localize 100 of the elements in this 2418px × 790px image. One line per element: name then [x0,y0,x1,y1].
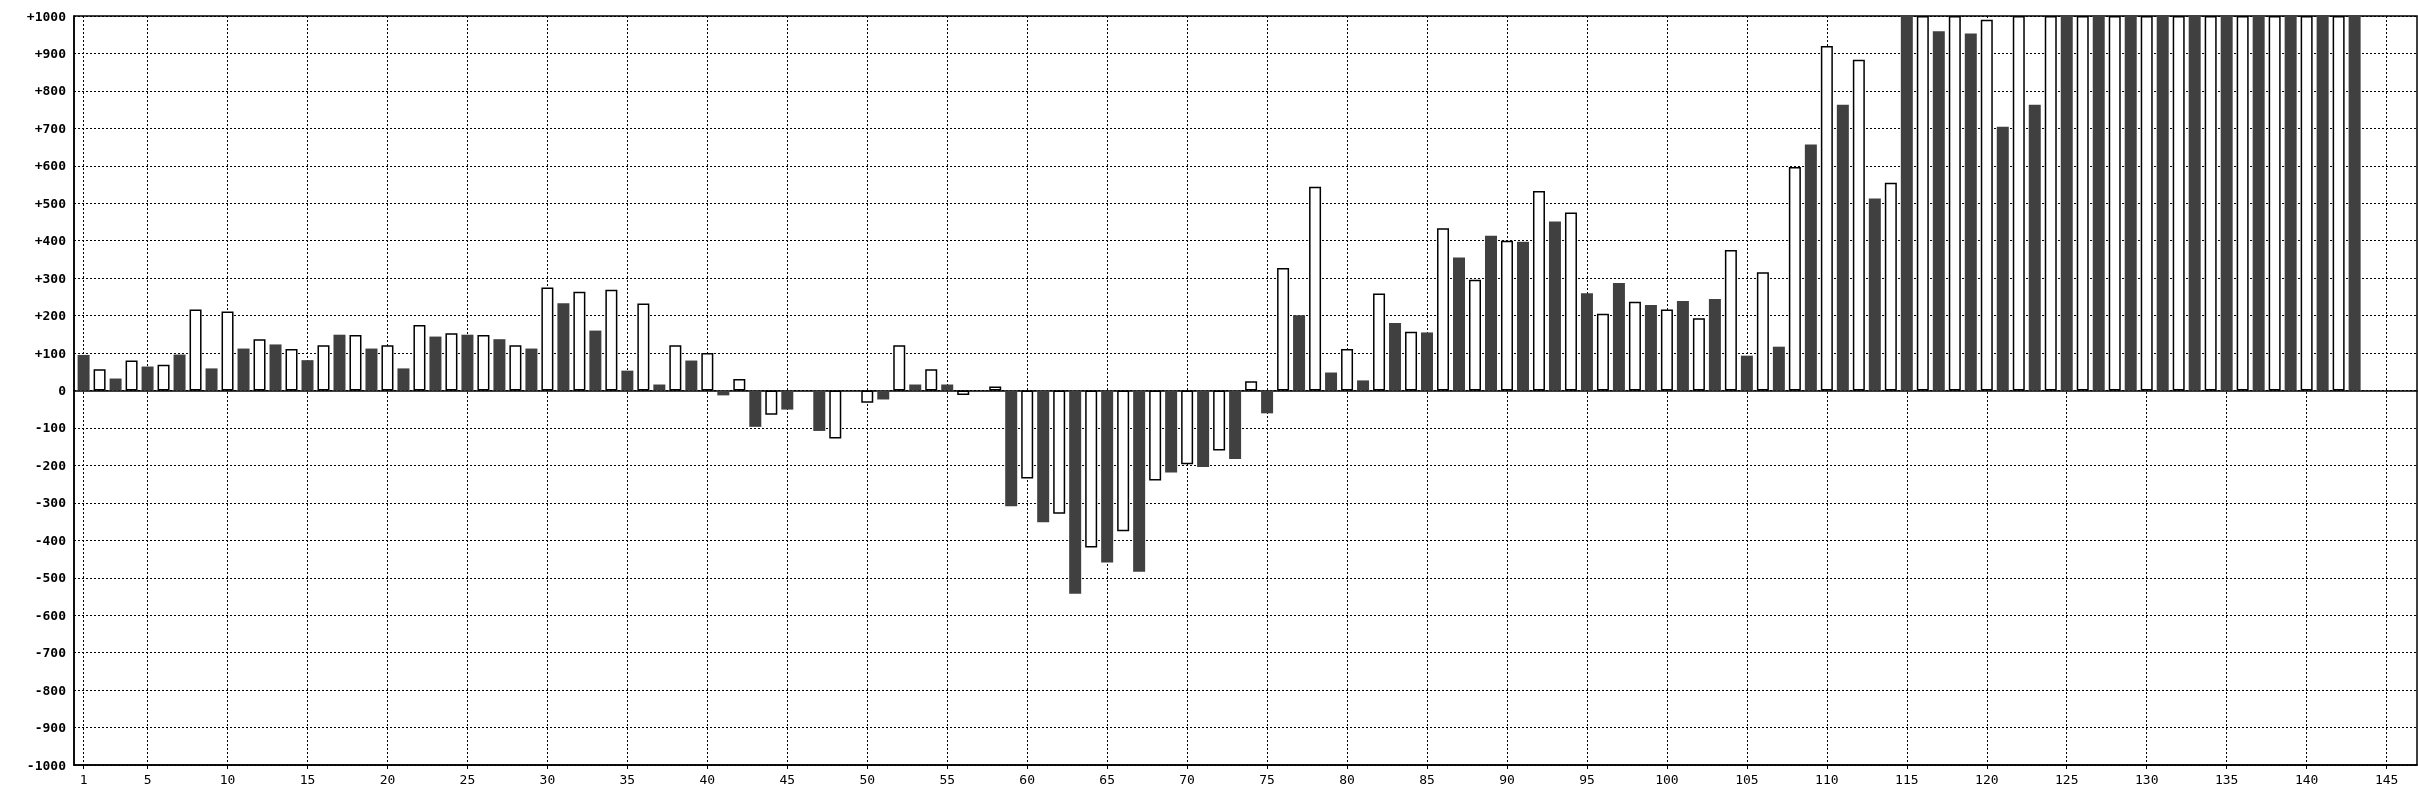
bar [301,360,314,391]
bar [1261,390,1274,414]
x-tick-label: 60 [1019,772,1036,787]
y-tick-label: -700 [34,645,67,661]
y-tick-label: +200 [34,308,67,324]
bar [813,390,826,431]
x-tick-label: 50 [859,772,876,787]
bar [1996,126,2009,391]
bar [1197,390,1210,467]
bar [525,348,538,391]
bar [1037,390,1050,523]
bar [461,334,474,391]
bar [1612,283,1625,391]
x-tick-label: 5 [143,772,152,787]
x-tick-label: 20 [379,772,396,787]
bar [1325,372,1338,391]
bar [749,390,762,427]
x-tick-label: 100 [1655,772,1679,787]
x-tick-label: 55 [939,772,956,787]
bar [1580,293,1593,391]
y-tick-label: 0 [58,383,67,398]
x-tick-label: 65 [1099,772,1115,787]
bar [1676,300,1689,391]
y-tick-label: +700 [34,120,67,136]
bar [1932,31,1945,391]
bar [1804,144,1817,391]
bar [173,354,186,391]
bar [1101,390,1114,563]
x-tick-label: 15 [299,772,316,787]
x-tick-label: 115 [1895,772,1919,787]
bar [909,384,922,391]
bar [621,370,634,391]
bar [1740,355,1753,391]
x-tick-label: 85 [1419,772,1435,787]
bar [1868,198,1881,391]
x-tick-label: 25 [459,772,476,787]
bar [1548,221,1561,391]
x-tick-label: 45 [779,772,796,787]
x-tick-label: 120 [1975,772,1999,787]
bar [1165,390,1178,473]
x-tick-label: 90 [1499,772,1515,787]
bar [1516,241,1529,391]
bar [941,384,954,391]
bar [2156,16,2169,391]
y-tick-label: -800 [34,682,67,698]
bar [685,360,698,391]
bar [653,384,666,391]
x-tick-label: 75 [1259,772,1275,787]
bar [1485,235,1497,391]
bar [557,303,570,391]
bar [269,344,282,391]
x-tick-label: 110 [1815,772,1839,787]
y-tick-label: +1000 [26,8,67,24]
bar [493,339,506,391]
bar [1453,257,1466,391]
bar [1708,299,1721,391]
y-tick-label: +600 [34,158,67,174]
x-tick-label: 145 [2374,772,2399,787]
bar [2316,16,2329,391]
bar [2092,16,2105,391]
y-tick-label: -500 [34,570,67,586]
bar [1836,104,1849,391]
bar [2348,16,2361,391]
y-tick-label: +500 [34,195,67,211]
x-tick-label: 105 [1735,772,1759,787]
y-tick-label: +100 [34,345,67,361]
bar [1389,323,1402,391]
bar [333,334,346,391]
x-tick-label: 95 [1579,772,1595,787]
bar [1069,390,1082,594]
x-tick-label: 70 [1179,772,1195,787]
bar [109,378,122,391]
x-tick-label: 125 [2055,772,2079,787]
bar [429,336,442,391]
bar [1005,390,1018,507]
bar [589,330,602,391]
x-tick-label: 80 [1339,772,1355,787]
bar [365,348,378,391]
y-tick-label: -600 [34,607,67,623]
bar [141,366,154,391]
x-tick-label: 1 [79,772,88,787]
y-tick-label: -300 [34,495,67,511]
bar [2028,104,2041,391]
y-tick-label: +800 [34,83,67,99]
y-tick-label: +900 [34,45,67,61]
bar [1229,390,1242,460]
bar [77,354,90,391]
y-tick-label: -1000 [26,757,67,773]
bar [1293,315,1306,391]
bar [2252,16,2265,391]
bar [2060,16,2073,391]
y-tick-label: -900 [34,720,67,736]
bar [1644,305,1657,391]
bar [2124,16,2137,391]
bar [1421,332,1434,391]
bar [2188,16,2201,391]
bar [1900,16,1913,391]
bar [2284,16,2297,391]
bar [1357,380,1370,391]
y-tick-label: +400 [34,233,67,249]
